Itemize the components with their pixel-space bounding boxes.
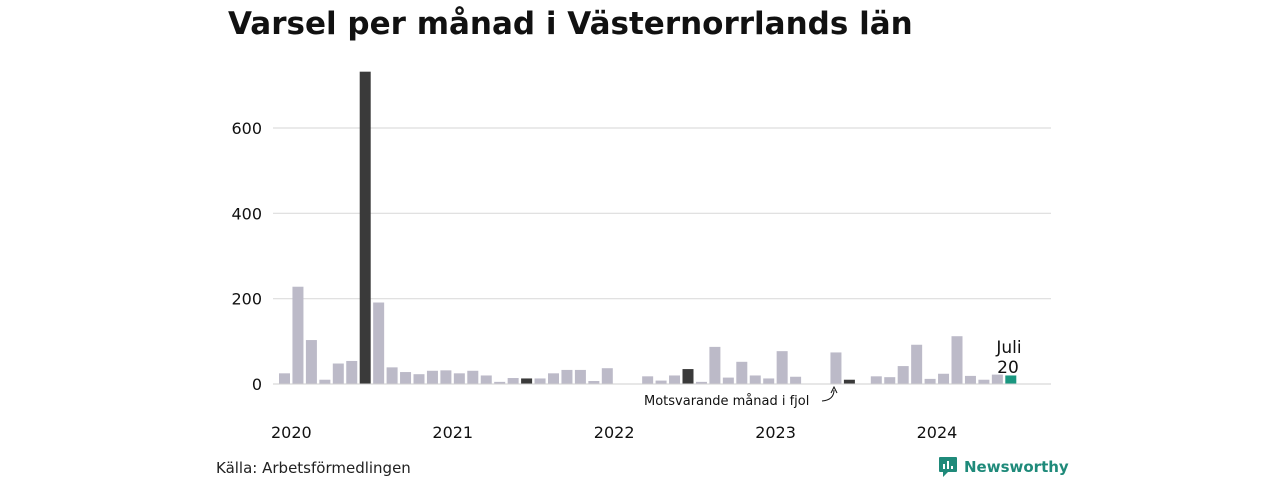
bar xyxy=(991,374,1003,384)
bar xyxy=(897,366,909,384)
y-tick-label: 600 xyxy=(231,119,262,138)
bar xyxy=(507,378,519,384)
bar xyxy=(964,375,976,384)
bar xyxy=(292,286,304,384)
bar xyxy=(924,378,936,384)
x-tick-label: 2020 xyxy=(271,423,312,442)
same-month-annotation: Motsvarande månad i fjol xyxy=(644,394,809,409)
bar-highlight xyxy=(1005,375,1017,384)
bar xyxy=(480,375,492,384)
bar xyxy=(319,379,331,384)
bar xyxy=(548,373,559,384)
bar xyxy=(574,369,586,384)
bar-same-month-last-year xyxy=(682,369,694,384)
bar xyxy=(440,370,452,384)
bar xyxy=(494,381,506,384)
brand-name: Newsworthy xyxy=(964,458,1069,476)
bar xyxy=(870,376,882,384)
y-axis-ticks: 0 200 400 600 xyxy=(231,119,262,394)
bar xyxy=(695,381,707,384)
y-tick-label: 0 xyxy=(252,375,262,394)
bar xyxy=(669,375,681,384)
bar xyxy=(790,376,802,384)
bar xyxy=(911,344,923,384)
bar xyxy=(736,361,748,384)
bar-same-month-last-year xyxy=(521,378,533,384)
bars xyxy=(279,71,1017,385)
bar xyxy=(386,367,398,384)
bar xyxy=(951,336,963,384)
gridlines xyxy=(273,127,1051,300)
chart-title: Varsel per månad i Västernorrlands län xyxy=(228,6,913,42)
bar xyxy=(601,368,613,384)
x-tick-label: 2022 xyxy=(594,423,635,442)
bar xyxy=(373,302,385,384)
bar xyxy=(588,381,600,384)
newsworthy-logo-icon xyxy=(939,457,957,477)
bar xyxy=(830,352,842,384)
x-axis-year-labels: 2020 2021 2022 2023 2024 xyxy=(271,423,957,442)
x-tick-label: 2023 xyxy=(755,423,796,442)
x-tick-label: 2021 xyxy=(432,423,473,442)
bar-same-month-last-year xyxy=(843,379,855,384)
bar xyxy=(279,373,290,384)
bar xyxy=(938,373,950,384)
bar xyxy=(978,379,990,384)
annotation-arrowhead xyxy=(830,385,838,394)
highlight-value-label: 20 xyxy=(997,358,1019,378)
source-note: Källa: Arbetsförmedlingen xyxy=(216,459,411,477)
bar xyxy=(642,376,654,384)
bar xyxy=(776,351,788,384)
bar xyxy=(709,346,721,384)
bar xyxy=(884,377,896,384)
bar xyxy=(453,373,465,384)
y-tick-label: 200 xyxy=(231,290,262,309)
bar xyxy=(722,377,734,384)
brand[interactable]: Newsworthy xyxy=(938,456,1069,478)
x-tick-label: 2024 xyxy=(917,423,958,442)
bar xyxy=(561,369,573,384)
bar xyxy=(426,370,438,384)
bar xyxy=(346,360,358,384)
bar xyxy=(655,380,667,384)
bar xyxy=(534,378,546,384)
bar xyxy=(763,378,775,384)
bar xyxy=(332,363,344,384)
bar xyxy=(305,340,317,384)
bar-chart: 0 200 400 600 2020 2021 2022 2023 2024 Motsvara… xyxy=(231,71,1051,442)
bar xyxy=(400,372,412,384)
bar xyxy=(413,374,425,384)
bar xyxy=(467,370,479,384)
annotation-arrow xyxy=(821,389,835,402)
bar-same-month-last-year xyxy=(359,71,371,385)
y-tick-label: 400 xyxy=(231,204,262,223)
bar xyxy=(749,375,761,384)
highlight-month-label: Juli xyxy=(995,338,1021,358)
